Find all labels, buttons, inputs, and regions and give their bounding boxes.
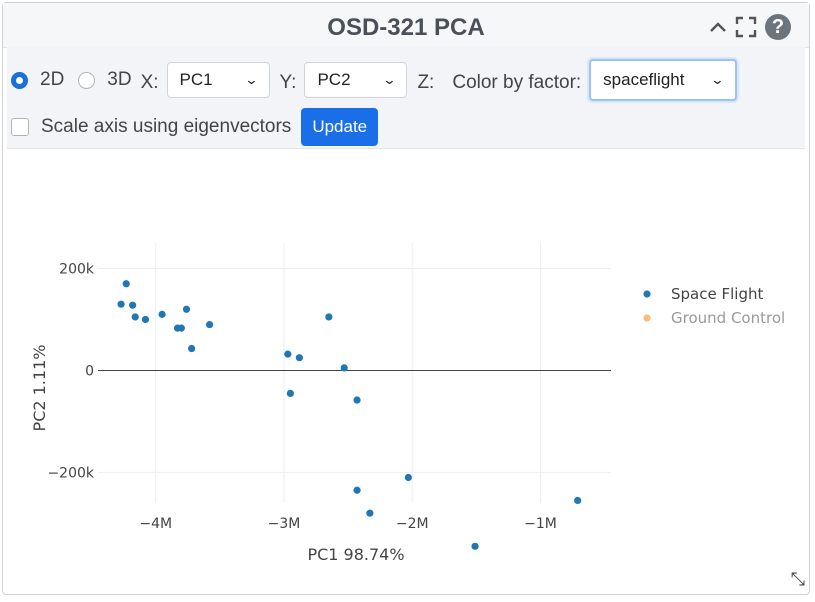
scatter-point[interactable] [158, 310, 166, 318]
help-icon[interactable]: ? [765, 14, 791, 40]
scatter-point[interactable] [122, 280, 130, 288]
pca-scatter-chart: −4M −3M −2M −1M 200k 0 −200k PC1 98.74% PC2 1.… [30, 243, 785, 564]
scatter-point[interactable] [205, 320, 214, 329]
pca-panel: OSD-321 PCA ? 2D 3D X: PC1 ⌄ Y: PC2 [2, 2, 810, 595]
color-factor-value: spaceflight [603, 70, 685, 89]
y-axis-value: PC2 [317, 70, 351, 89]
x-tick-label: −3M [268, 516, 301, 532]
resize-icon[interactable]: ⤡ [790, 569, 805, 589]
scatter-point[interactable] [295, 354, 303, 362]
x-tick-label: −4M [139, 516, 172, 532]
legend-marker[interactable] [643, 314, 651, 322]
radio-2d[interactable] [11, 71, 28, 89]
y-tick-label: −200k [47, 465, 94, 481]
y-axis-label: Y: [279, 72, 297, 93]
y-tick-label: 0 [85, 363, 94, 379]
scatter-point[interactable] [574, 496, 582, 505]
scatter-point[interactable] [177, 324, 185, 332]
legend-label[interactable]: Space Flight [671, 285, 763, 303]
radio-3d-label: 3D [107, 69, 132, 90]
scatter-point[interactable] [141, 315, 150, 324]
scatter-point[interactable] [471, 542, 479, 550]
scatter-point[interactable] [286, 389, 294, 397]
scatter-point[interactable] [325, 313, 333, 321]
scatter-point[interactable] [182, 305, 191, 313]
controls-row-options: Scale axis using eigenvectors Update [11, 108, 379, 146]
x-axis-title: PC1 98.74% [307, 545, 404, 564]
scale-axis-checkbox[interactable] [11, 118, 29, 136]
header-icons: ? [709, 14, 791, 40]
scatter-point[interactable] [188, 344, 196, 353]
x-axis-value: PC1 [179, 70, 213, 89]
color-factor-select[interactable]: spaceflight ⌄ [589, 59, 738, 101]
color-factor-label: Color by factor: [452, 72, 582, 93]
chevron-up-icon[interactable] [709, 21, 727, 33]
z-axis-label: Z: [417, 72, 435, 93]
y-axis-select[interactable]: PC2 ⌄ [304, 62, 408, 98]
update-button[interactable]: Update [301, 108, 379, 146]
y-tick-label: 200k [59, 261, 95, 277]
panel-header: OSD-321 PCA ? [3, 3, 809, 48]
scatter-point[interactable] [129, 301, 137, 309]
scatter-point[interactable] [404, 473, 412, 482]
radio-2d-label: 2D [40, 69, 65, 90]
x-tick-label: −2M [396, 516, 429, 532]
scale-axis-label: Scale axis using eigenvectors [41, 116, 292, 137]
chart-legend[interactable]: Space Flight Ground Control [643, 285, 785, 327]
scatter-point[interactable] [284, 350, 292, 358]
scatter-point[interactable] [340, 364, 348, 372]
scatter-point[interactable] [353, 396, 361, 404]
scatter-point[interactable] [131, 313, 139, 321]
radio-3d[interactable] [78, 71, 96, 89]
scatter-point[interactable] [366, 509, 374, 517]
x-axis-label: X: [140, 72, 159, 93]
legend-label[interactable]: Ground Control [671, 309, 785, 327]
panel-title: OSD-321 PCA [327, 14, 485, 41]
expand-icon[interactable] [735, 16, 757, 38]
y-axis-title: PC2 1.11% [30, 345, 49, 432]
scatter-point[interactable] [353, 486, 361, 494]
chevron-down-icon: ⌄ [381, 72, 397, 87]
x-axis-select[interactable]: PC1 ⌄ [166, 62, 270, 98]
controls-row-axes: 2D 3D X: PC1 ⌄ Y: PC2 ⌄ Z: Color by fact… [11, 59, 738, 101]
scatter-point[interactable] [117, 300, 125, 308]
chevron-down-icon: ⌄ [244, 72, 259, 87]
x-tick-label: −1M [524, 516, 557, 532]
pca-controls: 2D 3D X: PC1 ⌄ Y: PC2 ⌄ Z: Color by fact… [7, 47, 805, 149]
chevron-down-icon: ⌄ [710, 72, 725, 87]
legend-marker[interactable] [643, 290, 651, 298]
